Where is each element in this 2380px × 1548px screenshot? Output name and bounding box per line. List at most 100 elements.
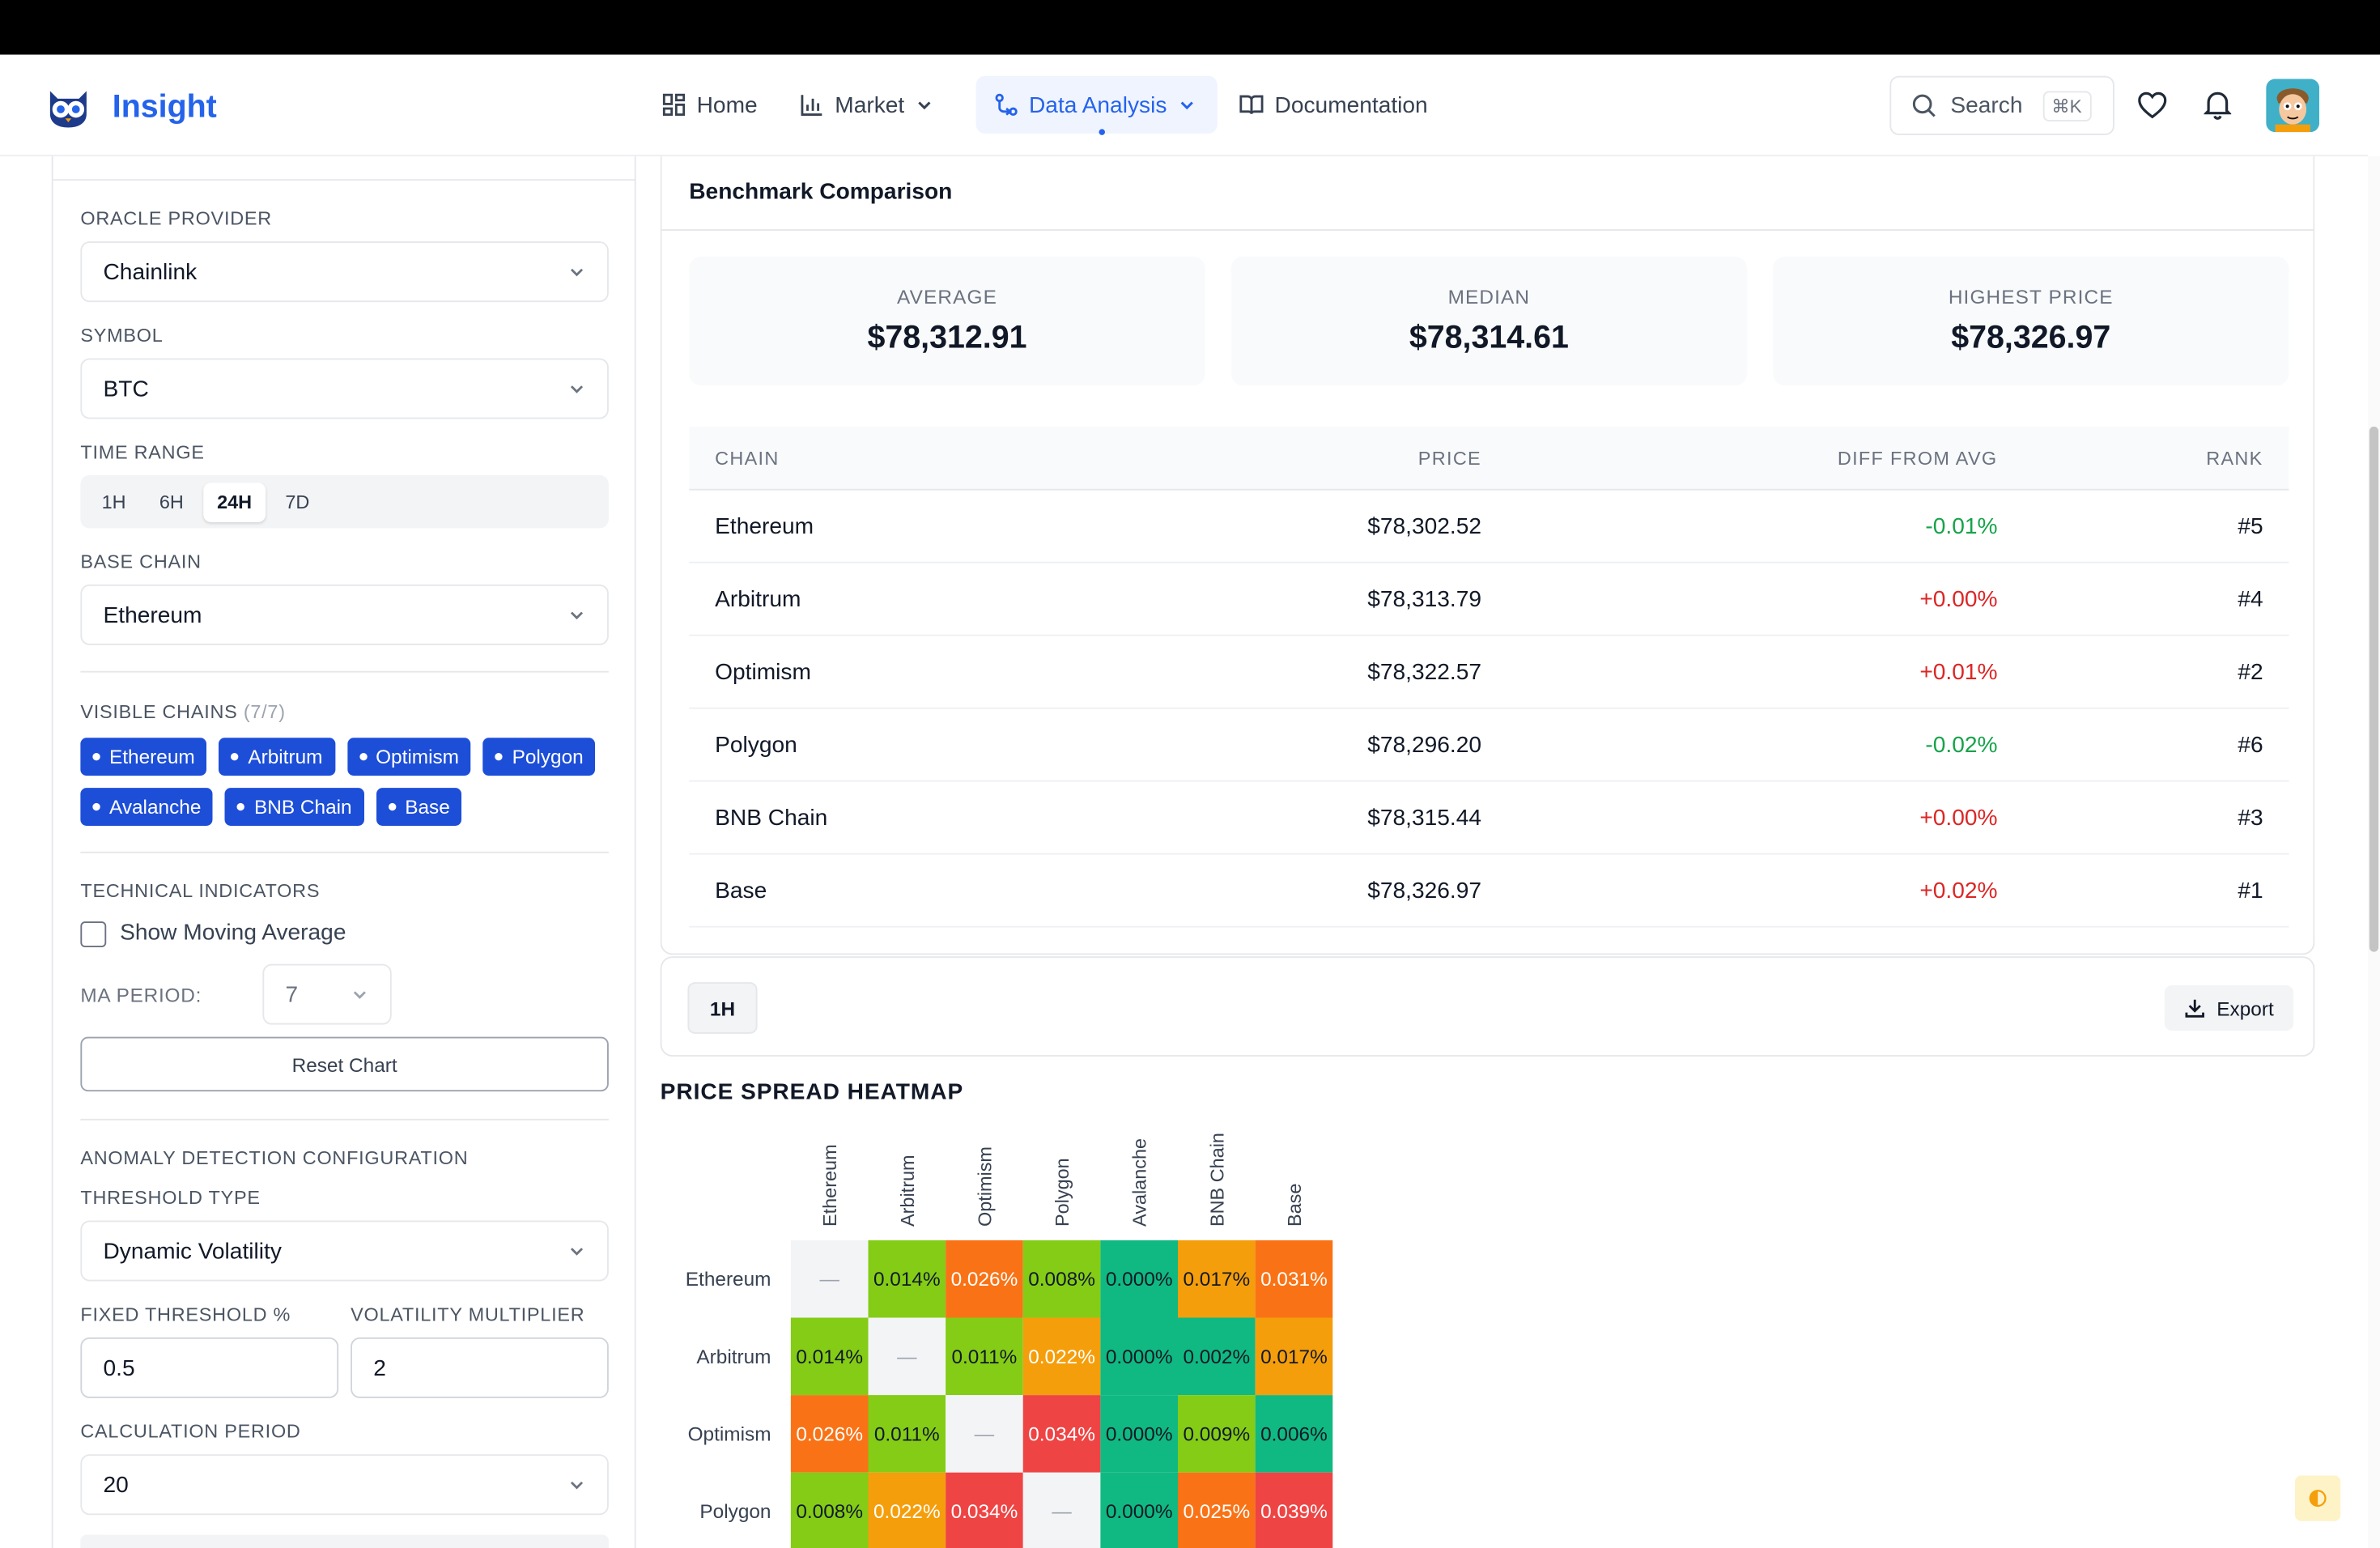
nav-documentation[interactable]: Documentation xyxy=(1239,76,1449,134)
theme-toggle-button[interactable] xyxy=(2295,1475,2341,1521)
column-header-price[interactable]: PRICE xyxy=(1417,447,1481,469)
heatmap-cell[interactable]: 0.008% xyxy=(790,1472,869,1548)
threshold-type-select[interactable]: Dynamic Volatility xyxy=(80,1220,609,1282)
oracle-provider-label: ORACLE PROVIDER xyxy=(80,207,272,230)
heatmap-cell[interactable]: 0.011% xyxy=(946,1317,1023,1396)
heatmap-cell[interactable]: 0.022% xyxy=(1022,1317,1101,1396)
heatmap-cell[interactable]: — xyxy=(868,1317,946,1396)
heatmap-cell[interactable]: 0.025% xyxy=(1178,1472,1256,1548)
reset-chart-button[interactable]: Reset Chart xyxy=(80,1036,609,1092)
chip-dot xyxy=(92,753,100,761)
chain-chip-optimism[interactable]: Optimism xyxy=(346,738,471,776)
table-row[interactable]: Polygon $78,296.20 -0.02% #6 xyxy=(689,709,2289,782)
table-header: CHAIN PRICE DIFF FROM AVG RANK xyxy=(689,426,2289,491)
notifications-button[interactable] xyxy=(2201,88,2234,121)
time-range-1h[interactable]: 1H xyxy=(101,491,126,512)
chain-chip-ethereum[interactable]: Ethereum xyxy=(80,738,207,776)
oracle-provider-select[interactable]: Chainlink xyxy=(80,241,609,303)
table-row[interactable]: Base $78,326.97 +0.02% #1 xyxy=(689,855,2289,928)
heatmap-cell[interactable]: 0.039% xyxy=(1255,1472,1333,1548)
heatmap-cell[interactable]: 0.017% xyxy=(1178,1240,1256,1318)
chain-chip-avalanche[interactable]: Avalanche xyxy=(80,788,214,826)
volatility-multiplier-input[interactable]: 2 xyxy=(351,1337,609,1398)
heatmap-cell[interactable]: 0.000% xyxy=(1100,1395,1178,1473)
show-moving-average-label[interactable]: Show Moving Average xyxy=(120,920,346,946)
heatmap-row-label: Arbitrum xyxy=(696,1345,771,1368)
volatility-multiplier-label: VOLATILITY MULTIPLIER xyxy=(351,1303,585,1325)
heatmap-cell[interactable]: 0.014% xyxy=(790,1317,869,1396)
heatmap-column-label: Arbitrum xyxy=(897,1155,919,1227)
export-button[interactable]: Export xyxy=(2165,985,2294,1031)
heatmap-cell[interactable]: 0.034% xyxy=(1022,1395,1101,1473)
divider xyxy=(80,851,609,853)
calculation-period-value: 20 xyxy=(103,1471,129,1498)
heatmap-column-label: Avalanche xyxy=(1129,1138,1151,1227)
heatmap-cell[interactable]: 0.000% xyxy=(1100,1472,1178,1548)
heatmap-cell[interactable]: 0.008% xyxy=(1022,1240,1101,1318)
bar-chart-icon xyxy=(801,95,822,116)
user-avatar[interactable] xyxy=(2266,79,2319,133)
page-scrollbar[interactable] xyxy=(2368,156,2380,1548)
table-row[interactable]: Ethereum $78,302.52 -0.01% #5 xyxy=(689,491,2289,563)
cell-price: $78,322.57 xyxy=(1367,658,1481,685)
nav-market[interactable]: Market xyxy=(800,76,954,134)
table-row[interactable]: Optimism $78,322.57 +0.01% #2 xyxy=(689,636,2289,709)
visible-chains-title: VISIBLE CHAINS xyxy=(80,701,238,723)
chain-chip-arbitrum[interactable]: Arbitrum xyxy=(219,738,335,776)
table-row[interactable]: BNB Chain $78,315.44 +0.00% #3 xyxy=(689,782,2289,855)
interval-1h-button[interactable]: 1H xyxy=(687,982,758,1034)
heatmap-cell[interactable]: 0.022% xyxy=(868,1472,946,1548)
heatmap-cell[interactable]: 0.011% xyxy=(868,1395,946,1473)
heatmap-column-label: Ethereum xyxy=(819,1144,841,1227)
scrollbar-thumb[interactable] xyxy=(2369,426,2379,952)
chevron-down-icon xyxy=(570,268,584,277)
grid-icon xyxy=(662,93,686,116)
heatmap-cell[interactable]: — xyxy=(1022,1472,1101,1548)
time-range-24h[interactable]: 24H xyxy=(203,482,266,522)
search-button[interactable]: Search ⌘K xyxy=(1889,75,2114,135)
show-moving-average-checkbox[interactable] xyxy=(80,921,107,947)
fixed-threshold-input[interactable]: 0.5 xyxy=(80,1337,339,1398)
heatmap-column-label: BNB Chain xyxy=(1206,1133,1228,1227)
base-chain-select[interactable]: Ethereum xyxy=(80,584,609,645)
app-logo[interactable]: Insight xyxy=(45,87,217,130)
column-header-chain[interactable]: CHAIN xyxy=(715,447,780,469)
chain-chip-base[interactable]: Base xyxy=(376,788,462,826)
heatmap-cell[interactable]: — xyxy=(946,1395,1023,1473)
cell-diff: +0.02% xyxy=(1919,877,1998,904)
heatmap-cell[interactable]: 0.009% xyxy=(1178,1395,1256,1473)
chain-chip-bnb-chain[interactable]: BNB Chain xyxy=(225,788,364,826)
column-header-diff[interactable]: DIFF FROM AVG xyxy=(1837,447,1998,469)
table-row[interactable]: Arbitrum $78,313.79 +0.00% #4 xyxy=(689,563,2289,636)
heatmap-cell[interactable]: 0.026% xyxy=(946,1240,1023,1318)
time-range-label: TIME RANGE xyxy=(80,441,205,463)
heatmap-cell[interactable]: 0.031% xyxy=(1255,1240,1333,1318)
chip-label: Avalanche xyxy=(109,795,202,819)
heatmap-cell[interactable]: — xyxy=(790,1240,869,1318)
nav-data-analysis[interactable]: Data Analysis xyxy=(975,75,1218,135)
time-range-segmented: 1H 6H 24H 7D xyxy=(80,474,609,529)
heatmap-cell[interactable]: 0.026% xyxy=(790,1395,869,1473)
heatmap-cell[interactable]: 0.000% xyxy=(1100,1240,1178,1318)
search-shortcut: ⌘K xyxy=(2042,90,2091,121)
column-header-rank[interactable]: RANK xyxy=(2206,447,2263,469)
base-chain-value: Ethereum xyxy=(103,602,202,628)
heatmap-cell[interactable]: 0.002% xyxy=(1178,1317,1256,1396)
heatmap-cell[interactable]: 0.000% xyxy=(1100,1317,1178,1396)
favorites-button[interactable] xyxy=(2136,88,2169,121)
heatmap-cell[interactable]: 0.014% xyxy=(868,1240,946,1318)
heatmap-cell[interactable]: 0.017% xyxy=(1255,1317,1333,1396)
ma-period-select[interactable]: 7 xyxy=(262,963,392,1025)
chevron-down-icon xyxy=(1180,101,1193,110)
symbol-select[interactable]: BTC xyxy=(80,358,609,419)
base-chain-label: BASE CHAIN xyxy=(80,551,202,572)
heatmap-cell[interactable]: 0.006% xyxy=(1255,1395,1333,1473)
time-range-7d[interactable]: 7D xyxy=(285,491,310,512)
chain-chip-polygon[interactable]: Polygon xyxy=(482,738,596,776)
nav-home[interactable]: Home xyxy=(662,76,779,134)
time-range-6h[interactable]: 6H xyxy=(159,491,184,512)
chevron-down-icon xyxy=(570,1481,584,1490)
calculation-period-select[interactable]: 20 xyxy=(80,1454,609,1516)
heatmap-cell[interactable]: 0.034% xyxy=(946,1472,1023,1548)
chip-label: Arbitrum xyxy=(248,745,323,768)
